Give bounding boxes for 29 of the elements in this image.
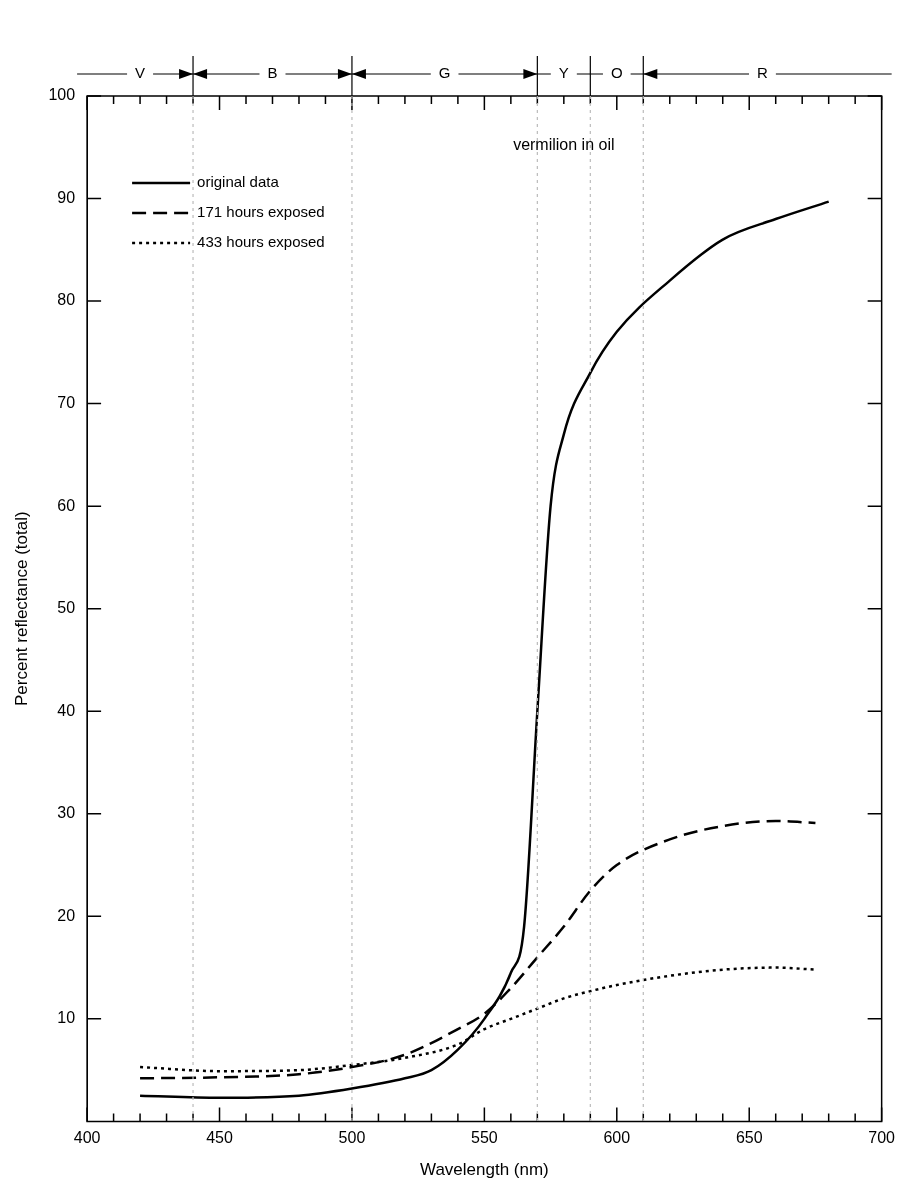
y-axis-title: Percent reflectance (total) [11, 511, 31, 707]
annotation: vermilion in oil [513, 136, 615, 154]
y-tick-label: 30 [57, 804, 76, 822]
text: R [757, 64, 769, 82]
text: G [438, 64, 451, 82]
x-tick-label: 700 [868, 1129, 896, 1147]
y-tick-label: 60 [57, 496, 76, 514]
x-tick-label: 650 [735, 1129, 763, 1147]
text: O [610, 64, 623, 82]
legend-label: 171 hours exposed [197, 203, 325, 221]
text: Y [558, 64, 569, 82]
x-axis-title: Wavelength (nm) [419, 1160, 549, 1180]
y-tick-label: 70 [57, 394, 76, 412]
y-tick-label: 50 [57, 599, 76, 617]
legend-label: 433 hours exposed [197, 233, 325, 251]
y-tick-label: 90 [57, 188, 76, 206]
y-tick-label: 80 [57, 291, 76, 309]
y-tick-label: 20 [57, 906, 76, 924]
text: V [135, 64, 146, 82]
y-tick-label: 40 [57, 701, 76, 719]
y-tick-label: 100 [48, 86, 76, 104]
x-tick-label: 450 [206, 1129, 233, 1147]
legend-label: original data [197, 173, 280, 191]
x-tick-label: 600 [603, 1129, 631, 1147]
text: B [267, 64, 278, 82]
x-tick-label: 400 [73, 1129, 101, 1147]
x-tick-label: 500 [338, 1129, 366, 1147]
x-tick-label: 550 [471, 1129, 498, 1147]
y-tick-label: 10 [57, 1009, 76, 1027]
